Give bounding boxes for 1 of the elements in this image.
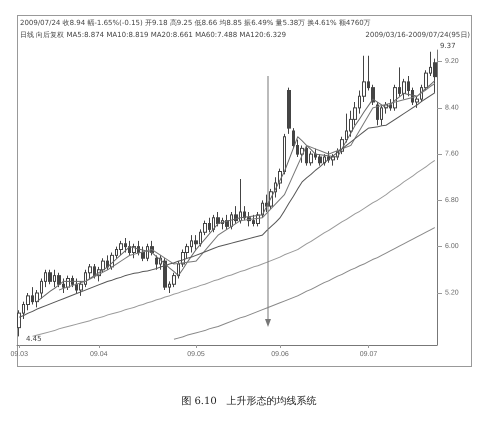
text: 图 6.10 上升形态的均线系统 bbox=[180, 394, 318, 408]
